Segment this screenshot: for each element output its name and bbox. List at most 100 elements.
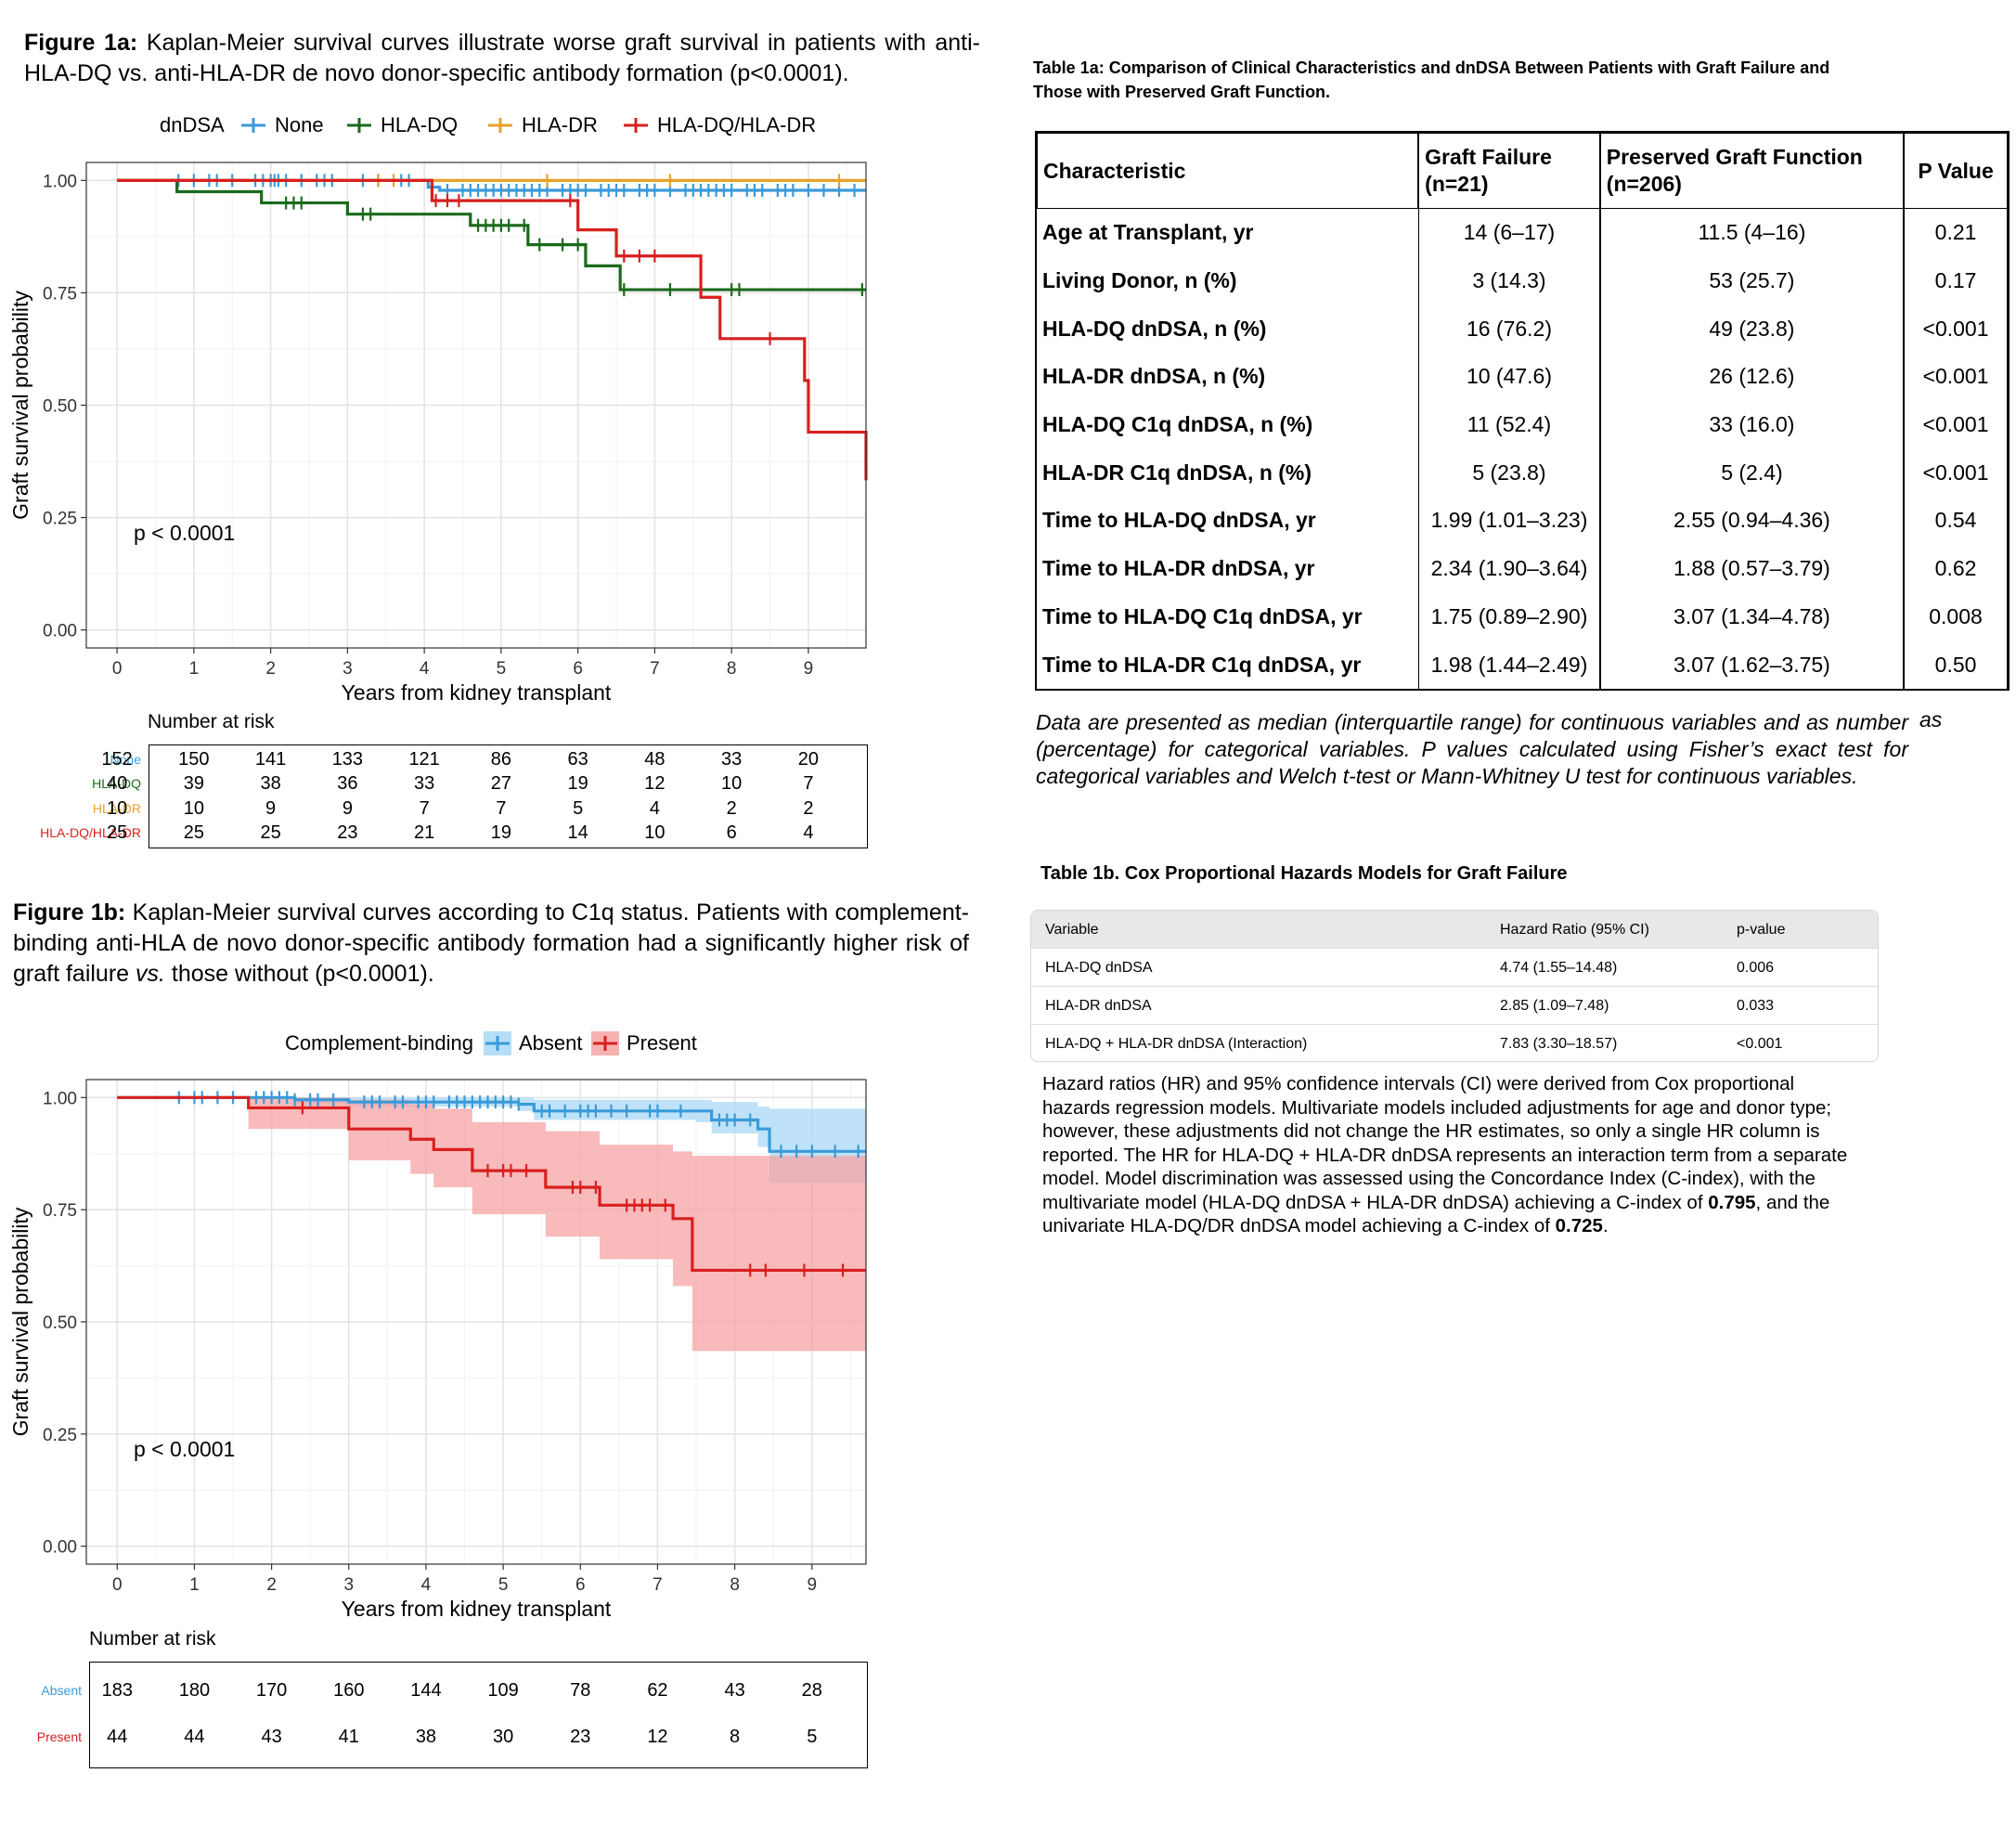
table-1b-note: Hazard ratios (HR) and 95% confidence in…	[1042, 1072, 1859, 1238]
x-tick-label: 7	[650, 659, 660, 679]
table-1a-cell: 3.07 (1.62–3.75)	[1599, 641, 1905, 689]
x-tick-label: 4	[420, 659, 430, 679]
table-1b-cell: HLA-DQ dnDSA	[1045, 960, 1153, 976]
x-tick-label: 1	[189, 659, 200, 679]
table-1b-header-row: Variable Hazard Ratio (95% CI) p-value	[1031, 911, 1878, 948]
table-1a-title-text: Comparison of Clinical Characteristics a…	[1033, 58, 1830, 101]
x-tick-label: 7	[653, 1575, 663, 1595]
x-tick-label: 3	[343, 1575, 354, 1595]
table-1a-label: Table 1a:	[1033, 58, 1105, 77]
risk-cell: 41	[338, 1727, 359, 1747]
risk-cell: 6	[726, 822, 737, 843]
risk-cell: 39	[183, 773, 204, 794]
risk-cell: 10	[183, 798, 204, 819]
risk-cell: 5	[807, 1727, 818, 1747]
table-1b-cell: 0.033	[1737, 998, 1775, 1014]
table-1a-cell: 49 (23.8)	[1599, 304, 1905, 354]
legend-item-2: HLA-DQ	[381, 113, 458, 136]
table-1a-characteristic: Time to HLA-DQ C1q dnDSA, yr	[1042, 603, 1363, 628]
table-1a-cell: 0.17	[1904, 256, 2008, 305]
table-1b-header-variable: Variable	[1045, 922, 1099, 938]
table-1a-cell: <0.001	[1904, 304, 2008, 354]
table-1a-cell: <0.001	[1904, 400, 2008, 449]
risk-cell: 38	[260, 773, 281, 794]
figure-1a-label: Figure 1a:	[24, 30, 138, 56]
table-1a-characteristic: Time to HLA-DR C1q dnDSA, yr	[1042, 652, 1362, 677]
table-1b-cell: HLA-DR dnDSA	[1045, 998, 1152, 1014]
table-1b: Variable Hazard Ratio (95% CI) p-value H…	[1030, 910, 1879, 1062]
risk-cell: 10	[721, 773, 743, 794]
risk-cell: 21	[414, 822, 435, 843]
table-1a-cell: 33 (16.0)	[1599, 400, 1905, 449]
series-line-present	[117, 1095, 866, 1273]
risk-cell: 30	[492, 1727, 514, 1747]
table-1a-cell: 0.62	[1904, 544, 2008, 593]
risk-cell: 23	[570, 1727, 591, 1747]
table-1a-characteristic: Time to HLA-DR dnDSA, yr	[1042, 556, 1315, 581]
risk-cell: 183	[101, 1680, 133, 1701]
table-1a-characteristic: Age at Transplant, yr	[1042, 220, 1254, 245]
risk-cell: 63	[567, 749, 588, 770]
series-line-hla-dq-hla-dr	[117, 178, 868, 481]
risk-cell: 14	[567, 822, 588, 843]
table-1b-note-mid: , and the univariate HLA-DQ/DR dnDSA mod…	[1042, 1191, 1830, 1237]
table-1a-cell: 10 (47.6)	[1418, 353, 1600, 401]
risk-cell: 170	[255, 1680, 288, 1701]
y-tick-label: 0.50	[43, 397, 77, 417]
x-tick-label: 1	[189, 1575, 200, 1595]
risk-cell: 62	[647, 1680, 668, 1701]
risk-cell: 141	[254, 749, 287, 770]
table-1b-note-end: .	[1602, 1215, 1609, 1236]
x-tick-label: 3	[342, 659, 353, 679]
table-1a-header-cell: P Value	[1904, 133, 2008, 209]
table-1a-cell: 0.50	[1904, 641, 2008, 689]
table-1a-cell: 2.55 (0.94–4.36)	[1599, 497, 1905, 545]
table-1b-cell: HLA-DQ + HLA-DR dnDSA (Interaction)	[1045, 1036, 1308, 1052]
figure-1b-label: Figure 1b:	[13, 900, 126, 925]
table-1a-cell: 53 (25.7)	[1599, 256, 1905, 305]
risk-cell: 2	[803, 798, 814, 819]
risk-table-box	[89, 1662, 868, 1768]
risk-cell: 10	[644, 822, 666, 843]
p-value-annotation: p < 0.0001	[134, 1437, 235, 1461]
y-axis-label: Graft survival probability	[8, 291, 32, 520]
x-tick-label: 5	[498, 1575, 509, 1595]
table-1a-cell: 3 (14.3)	[1418, 256, 1600, 305]
risk-cell: 4	[803, 822, 814, 843]
table-1a-cell: 14 (6–17)	[1418, 209, 1600, 257]
legend-item-2: Present	[627, 1031, 697, 1055]
table-1a-cell: <0.001	[1904, 353, 2008, 401]
table-1a-cell: 1.88 (0.57–3.79)	[1599, 544, 1905, 593]
risk-cell: 7	[419, 798, 430, 819]
risk-cell: 43	[261, 1727, 282, 1747]
table-1a-header-cell: Graft Failure (n=21)	[1418, 133, 1600, 209]
risk-cell: 38	[415, 1727, 437, 1747]
risk-cell: 152	[101, 749, 133, 770]
risk-cell: 9	[265, 798, 277, 819]
x-tick-label: 8	[730, 1575, 740, 1595]
table-1b-cindex-univariate: 0.725	[1555, 1215, 1603, 1236]
x-tick-label: 9	[804, 659, 814, 679]
x-tick-label: 0	[112, 659, 123, 679]
table-1b-label: Table 1b.	[1040, 863, 1120, 884]
x-tick-label: 0	[112, 1575, 123, 1595]
table-1a-header-cell: Characteristic	[1037, 133, 1419, 209]
figure-1a-caption-text: Kaplan-Meier survival curves illustrate …	[24, 30, 980, 86]
table-row: HLA-DR C1q dnDSA, n (%) 5 (23.8) 5 (2.4) <0…	[1037, 448, 2008, 498]
legend-title: Complement-binding	[285, 1031, 473, 1055]
x-tick-label: 6	[573, 659, 583, 679]
risk-cell: 7	[496, 798, 507, 819]
risk-cell: 5	[573, 798, 584, 819]
table-1a-cell: 1.99 (1.01–3.23)	[1418, 497, 1600, 545]
risk-table-box	[149, 744, 868, 848]
risk-cell: 33	[721, 749, 743, 770]
figure-1a-caption: Figure 1a: Kaplan-Meier survival curves …	[24, 28, 980, 89]
table-1b-cell: 0.006	[1737, 960, 1775, 976]
legend-item-1: Absent	[519, 1031, 583, 1055]
risk-cell: 4	[649, 798, 660, 819]
risk-cell: 150	[178, 749, 210, 770]
risk-cell: 25	[260, 822, 281, 843]
x-tick-label: 5	[497, 659, 507, 679]
table-row: HLA-DQ dnDSA 4.74 (1.55–14.48) 0.006	[1031, 948, 1878, 987]
x-tick-label: 8	[727, 659, 737, 679]
